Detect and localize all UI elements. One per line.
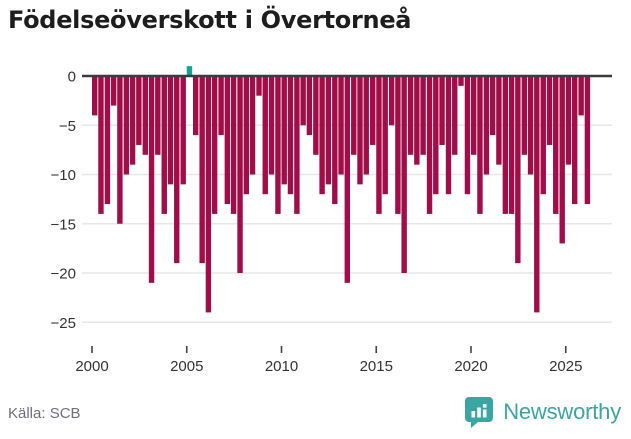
bar-negative [376, 76, 382, 214]
bar-negative [445, 76, 452, 195]
bar-negative [249, 76, 256, 175]
bar-negative [363, 76, 369, 175]
bar-negative [136, 76, 142, 145]
bar-negative [351, 76, 357, 155]
bar-negative [553, 76, 559, 214]
bar-negative [268, 76, 275, 175]
bar-negative [426, 76, 433, 214]
newsworthy-wordmark: Newsworthy [503, 399, 621, 424]
bar-negative [477, 76, 483, 214]
bar-negative [287, 76, 294, 195]
bar-negative [174, 76, 180, 264]
bar-negative [489, 76, 496, 136]
bar-negative [502, 76, 509, 214]
bar-negative [382, 76, 388, 195]
bar-negative [540, 76, 546, 195]
bar-negative [300, 76, 306, 126]
bar-negative [527, 76, 534, 175]
bar-negative [294, 76, 300, 214]
bar-negative [313, 76, 319, 155]
y-tick-label: −10 [51, 167, 76, 184]
bar-negative [414, 76, 420, 165]
bar-negative [199, 76, 205, 264]
source-label: Källa: SCB [8, 405, 81, 422]
bar-negative [534, 76, 540, 313]
bar-negative [319, 76, 325, 195]
bar-negative [452, 76, 458, 155]
bar-negative [205, 76, 212, 313]
bar-negative [275, 76, 281, 214]
bar-negative [92, 76, 98, 116]
bar-negative [230, 76, 237, 214]
bar-negative [211, 76, 218, 214]
bar-negative [243, 76, 249, 195]
bar-negative [104, 76, 111, 205]
chart-footer: Källa: SCB Newsworthy [0, 395, 631, 439]
bar-negative [237, 76, 243, 273]
bar-negative [515, 76, 521, 264]
bar-negative [508, 76, 515, 214]
y-tick-label: −5 [59, 118, 76, 135]
bar-negative [464, 76, 471, 195]
y-tick-label: −15 [51, 216, 76, 233]
bar-negative [262, 76, 268, 195]
bar-negative [117, 76, 123, 224]
y-tick-label: −20 [51, 266, 76, 283]
bar-negative [395, 76, 401, 214]
x-tick-label: 2005 [170, 358, 203, 375]
bar-negative [325, 76, 332, 185]
bar-negative [224, 76, 231, 205]
bar-negative [110, 76, 117, 106]
x-tick-label: 2025 [549, 358, 582, 375]
x-tick-label: 2015 [360, 358, 393, 375]
bar-negative [370, 76, 376, 145]
bar-positive [186, 66, 193, 76]
bar-negative [546, 76, 553, 145]
x-tick-label: 2010 [265, 358, 298, 375]
bar-negative [167, 76, 174, 185]
bar-negative [439, 76, 445, 145]
bar-negative [357, 76, 363, 185]
bar-negative [155, 76, 161, 155]
bar-negative [496, 76, 502, 165]
bar-negative [142, 76, 148, 155]
x-tick-label: 2000 [75, 358, 108, 375]
bar-negative [420, 76, 426, 155]
bar-negative [559, 76, 565, 244]
bar-negative [332, 76, 338, 205]
birth-surplus-bar-chart: 0 −5 −10 −15 −20 −25 2000 2005 2010 2015 2020 2025 [51, 66, 612, 375]
bar-negative [281, 76, 287, 185]
bar-negative [306, 76, 313, 136]
bar-negative [123, 76, 130, 175]
bar-negative [193, 76, 199, 136]
bar-negative [180, 76, 186, 185]
bar-negative [584, 76, 591, 205]
chart-title: Födelseöverskott i Övertorneå [8, 6, 412, 34]
bar-negative [338, 76, 344, 175]
bar-negative [521, 76, 527, 155]
y-tick-label: −25 [51, 315, 76, 332]
bar-negative [388, 76, 395, 126]
bar-negative [98, 76, 104, 214]
bar-negative [483, 76, 490, 175]
bar-negative [565, 76, 572, 165]
bar-negative [572, 76, 578, 205]
bar-negative [148, 76, 155, 283]
bar-negative [218, 76, 224, 136]
bar-negative [129, 76, 136, 165]
bar-negative [256, 76, 262, 96]
bar-negative [433, 76, 439, 195]
newsworthy-logo[interactable]: Newsworthy [464, 396, 621, 428]
bar-negative [161, 76, 167, 214]
bar-negative [471, 76, 477, 155]
newsworthy-icon [465, 397, 494, 428]
bar-negative [458, 76, 464, 86]
x-tick-label: 2020 [454, 358, 487, 375]
y-tick-label: 0 [68, 69, 76, 86]
bar-negative [344, 76, 350, 283]
bar-negative [578, 76, 584, 116]
bar-negative [401, 76, 407, 273]
bar-negative [407, 76, 414, 155]
